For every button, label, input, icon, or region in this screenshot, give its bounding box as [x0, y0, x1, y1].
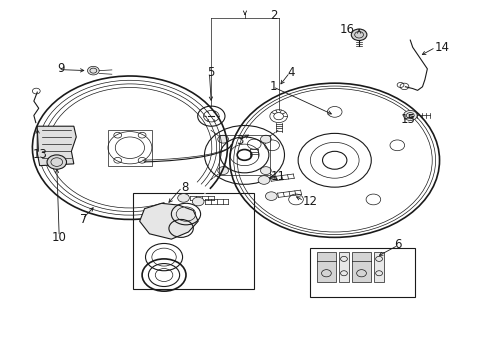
- Text: 16: 16: [339, 23, 354, 36]
- Text: 4: 4: [286, 66, 294, 79]
- Circle shape: [260, 167, 271, 175]
- Text: 12: 12: [303, 195, 317, 208]
- Text: 1: 1: [269, 80, 277, 93]
- Polygon shape: [373, 252, 383, 282]
- Text: 8: 8: [181, 181, 188, 194]
- Polygon shape: [37, 126, 76, 166]
- Text: 15: 15: [400, 113, 415, 126]
- Circle shape: [403, 111, 416, 121]
- Text: 13: 13: [32, 148, 47, 161]
- Circle shape: [350, 29, 366, 41]
- Text: 5: 5: [206, 66, 214, 79]
- Polygon shape: [338, 252, 348, 282]
- Text: 3: 3: [235, 134, 243, 147]
- Circle shape: [265, 192, 277, 201]
- Circle shape: [47, 155, 66, 169]
- Circle shape: [217, 167, 228, 175]
- Bar: [310, 248, 414, 297]
- Polygon shape: [140, 203, 198, 239]
- Circle shape: [177, 194, 189, 202]
- Circle shape: [260, 135, 271, 143]
- Text: 2: 2: [269, 9, 277, 22]
- Text: 6: 6: [393, 238, 401, 251]
- Circle shape: [87, 66, 99, 75]
- Circle shape: [217, 135, 228, 143]
- Circle shape: [192, 197, 203, 206]
- Text: 14: 14: [434, 41, 449, 54]
- Polygon shape: [316, 252, 335, 282]
- Text: 7: 7: [80, 213, 87, 226]
- Text: 9: 9: [57, 62, 64, 75]
- Text: 11: 11: [270, 170, 285, 183]
- Bar: [133, 193, 254, 289]
- Text: 10: 10: [52, 231, 66, 244]
- Polygon shape: [351, 252, 370, 282]
- Circle shape: [258, 176, 269, 184]
